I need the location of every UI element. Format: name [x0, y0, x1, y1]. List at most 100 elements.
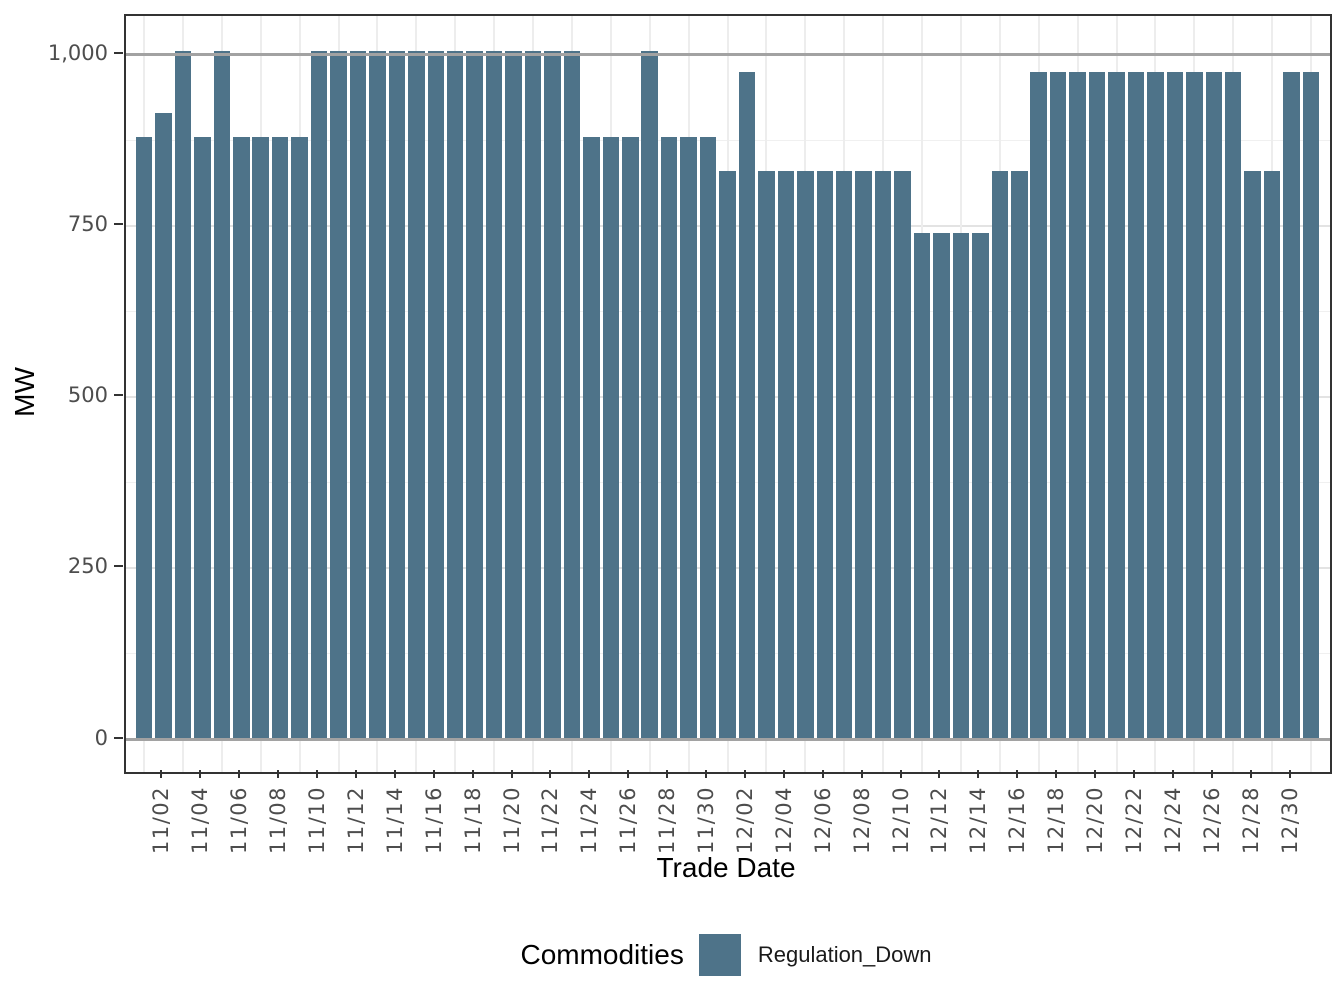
y-tick — [114, 736, 123, 739]
x-tick — [1210, 770, 1213, 778]
x-tick-label: 12/02 — [732, 785, 757, 854]
bar-12/25 — [1186, 71, 1203, 740]
x-tick — [1288, 770, 1291, 778]
x-tick-label: 11/30 — [694, 785, 719, 854]
bar-11/14 — [388, 51, 406, 740]
bar-12/22 — [1127, 71, 1145, 740]
x-tick — [549, 770, 552, 778]
y-tick — [114, 565, 123, 568]
bar-11/09 — [291, 136, 308, 740]
bar-11/10 — [310, 51, 328, 740]
bar-11/29 — [680, 136, 697, 740]
bar-12/19 — [1069, 71, 1086, 740]
x-tick-label: 12/30 — [1277, 785, 1302, 854]
x-tick-label: 12/10 — [888, 785, 913, 854]
x-tick-label: 11/24 — [577, 785, 602, 854]
bar-12/08 — [855, 170, 872, 740]
bar-11/22 — [544, 51, 561, 740]
x-tick-label: 12/26 — [1199, 785, 1224, 854]
bar-12/27 — [1224, 71, 1242, 740]
bar-12/04 — [777, 170, 795, 740]
y-tick-label: 250 — [67, 554, 108, 579]
y-tick-label: 1,000 — [47, 40, 108, 65]
bar-11/27 — [641, 51, 658, 740]
y-tick-label: 750 — [67, 211, 108, 236]
x-tick — [588, 770, 591, 778]
x-tick — [160, 770, 163, 778]
legend-color-swatch-icon — [698, 934, 741, 976]
x-tick — [899, 770, 902, 778]
reference-line-0 — [126, 738, 1330, 741]
bar-11/23 — [563, 51, 581, 740]
bar-12/30 — [1283, 71, 1300, 740]
bar-11/13 — [369, 51, 386, 740]
legend-entry-label: Regulation_Down — [757, 942, 932, 967]
x-tick-label: 12/22 — [1121, 785, 1146, 854]
bar-12/17 — [1030, 71, 1047, 740]
bar-11/04 — [194, 136, 211, 740]
x-tick-label: 11/02 — [149, 785, 174, 854]
x-tick — [821, 770, 824, 778]
bar-12/12 — [933, 232, 950, 740]
bar-12/11 — [913, 232, 931, 740]
y-tick — [114, 222, 123, 225]
bar-12/01 — [719, 170, 736, 740]
y-tick — [114, 394, 123, 396]
bar-12/21 — [1108, 71, 1125, 740]
x-tick-label: 12/16 — [1005, 785, 1030, 854]
bar-11/08 — [271, 136, 289, 740]
x-tick — [782, 770, 785, 778]
bar-11/18 — [466, 51, 483, 740]
x-tick-label: 11/18 — [460, 785, 485, 854]
bar-12/15 — [991, 170, 1009, 740]
bar-11/16 — [427, 51, 444, 740]
x-tick-label: 12/14 — [966, 785, 991, 854]
reference-line-1000 — [126, 53, 1330, 56]
x-tick-label: 11/14 — [382, 785, 407, 854]
bar-11/15 — [408, 51, 425, 740]
x-tick — [938, 770, 941, 778]
x-tick-label: 11/04 — [188, 785, 213, 854]
bar-11/28 — [660, 136, 678, 740]
x-tick-label: 11/22 — [538, 785, 563, 854]
x-tick-label: 12/12 — [927, 785, 952, 854]
x-tick-label: 11/16 — [421, 785, 446, 854]
bar-11/20 — [505, 51, 522, 740]
x-tick — [238, 770, 241, 778]
x-tick — [432, 770, 435, 778]
y-tick-label: 0 — [94, 725, 108, 750]
bar-12/10 — [894, 170, 911, 740]
x-tick — [199, 770, 202, 778]
bar-11/01 — [135, 136, 153, 740]
x-tick-label: 12/04 — [771, 785, 796, 854]
bar-11/21 — [524, 51, 542, 740]
x-tick — [627, 770, 630, 778]
bar-11/11 — [330, 51, 347, 740]
x-tick — [316, 770, 319, 778]
bar-12/18 — [1049, 71, 1067, 740]
x-tick-label: 11/06 — [227, 785, 252, 854]
bar-12/20 — [1088, 71, 1106, 740]
bar-12/14 — [972, 232, 989, 740]
bar-12/23 — [1147, 71, 1164, 740]
x-axis-title: Trade Date — [656, 852, 796, 883]
bar-12/03 — [758, 170, 775, 740]
bar-12/16 — [1011, 170, 1028, 740]
x-tick — [666, 770, 669, 778]
bar-12/05 — [797, 170, 814, 740]
bar-11/30 — [699, 136, 717, 740]
x-tick-label: 11/28 — [655, 785, 680, 854]
x-tick — [354, 770, 357, 778]
x-tick-label: 12/20 — [1083, 785, 1108, 854]
x-tick — [1249, 770, 1252, 778]
x-tick — [471, 770, 474, 778]
bar-12/09 — [874, 170, 892, 740]
x-tick-label: 11/12 — [343, 785, 368, 854]
x-tick — [1016, 770, 1019, 778]
bar-11/03 — [174, 51, 192, 740]
bar-12/24 — [1166, 71, 1184, 740]
x-tick — [743, 770, 746, 778]
bar-12/13 — [952, 232, 970, 740]
x-tick — [1171, 770, 1174, 778]
